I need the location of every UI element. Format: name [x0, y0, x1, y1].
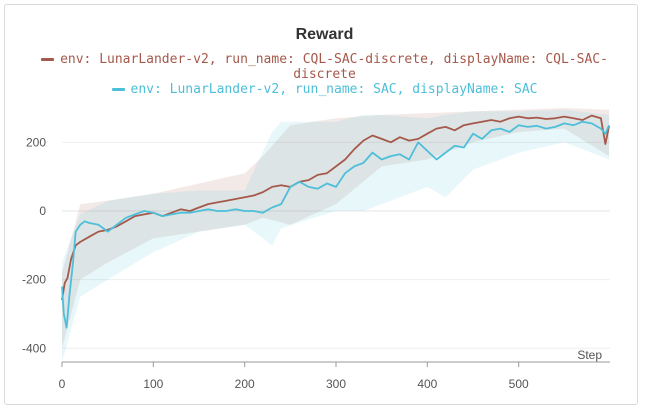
legend-label-sac: env: LunarLander-v2, run_name: SAC, disp… — [130, 82, 538, 97]
x-tick-label: 500 — [509, 377, 529, 391]
series-line-sac — [61, 120, 610, 329]
chart-title: Reward — [295, 26, 354, 43]
x-tick-label: 300 — [326, 377, 346, 391]
variance-band-1 — [62, 109, 610, 362]
x-axis-label: Step — [577, 348, 602, 362]
x-tick-label: 400 — [417, 377, 437, 391]
series-lines — [61, 114, 610, 329]
variance-band-0 — [62, 108, 610, 349]
chart-panel — [4, 4, 638, 405]
y-tick-label: -400 — [22, 341, 46, 355]
y-tick-label: 200 — [26, 135, 46, 149]
legend-swatch-cql-sac-discrete — [41, 58, 55, 61]
legend-entry-sac[interactable]: env: LunarLander-v2, run_name: SAC, disp… — [0, 82, 649, 97]
y-tick-label: 0 — [39, 204, 46, 218]
legend-entry-cql-sac-discrete[interactable]: env: LunarLander-v2, run_name: CQL-SAC-d… — [0, 52, 649, 67]
legend-label-cql-sac-discrete-continued: discrete — [293, 67, 356, 82]
x-tick-label: 0 — [59, 377, 66, 391]
legend-swatch-sac — [111, 88, 125, 91]
series-line-cql-sac-discrete — [61, 114, 610, 301]
legend-label-cql-sac-discrete: env: LunarLander-v2, run_name: CQL-SAC-d… — [60, 52, 608, 67]
axes: 200 0 -200 -400 0 100 200 300 400 500 — [22, 135, 610, 391]
x-tick-label: 100 — [143, 377, 163, 391]
y-tick-label: -200 — [22, 273, 46, 287]
variance-bands — [62, 108, 610, 362]
chart-legend: env: LunarLander-v2, run_name: CQL-SAC-d… — [0, 52, 649, 97]
x-tick-label: 200 — [235, 377, 255, 391]
grid-lines — [62, 141, 610, 349]
